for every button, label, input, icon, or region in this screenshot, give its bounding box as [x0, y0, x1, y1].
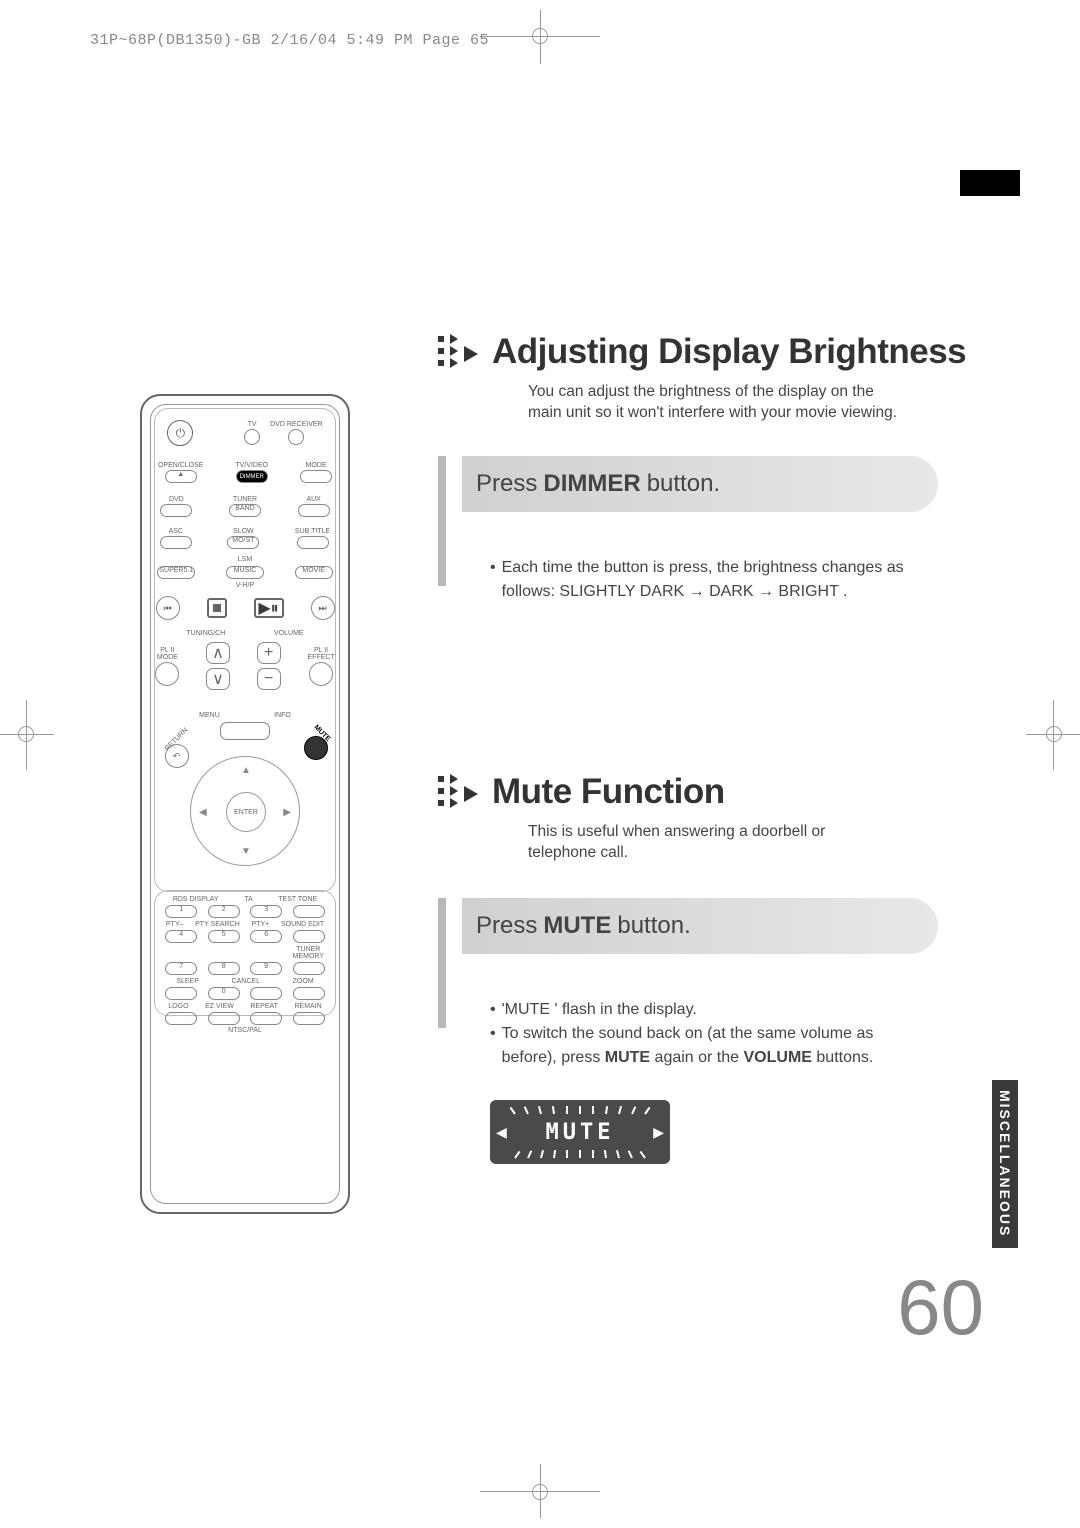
step-text: button.: [647, 470, 720, 498]
section-heading: Mute Function: [438, 772, 725, 812]
step-text: Press: [476, 912, 537, 940]
section-heading: Adjusting Display Brightness: [438, 332, 966, 372]
play-pause-icon: ▶⏸: [254, 598, 284, 618]
step-text: Press: [476, 470, 537, 498]
page-tab-marker: [960, 170, 1020, 196]
remote-label: SLEEP: [176, 978, 199, 985]
step-bar: Press DIMMER button.: [438, 456, 938, 526]
power-icon: ⏻: [167, 420, 193, 446]
remote-label: PTY SEARCH: [195, 921, 240, 928]
dimmer-button-highlight: DIMMER: [236, 470, 268, 483]
remote-label: SUB TITLE: [295, 528, 330, 535]
reg-mark: [532, 1484, 548, 1500]
step-bold: MUTE: [543, 912, 611, 940]
dpad-icon: ENTER ▲ ▼ ◀ ▶: [190, 756, 300, 866]
remote-label: PTY+: [252, 921, 270, 928]
remote-label: AUX: [306, 496, 320, 503]
remote-label: TUNING/CH: [186, 630, 225, 637]
remote-label: LOGO: [168, 1003, 188, 1010]
remote-label: PL II MODE: [157, 647, 178, 661]
display-text: MUTE: [546, 1120, 615, 1145]
remote-label: REMAIN: [294, 1003, 321, 1010]
reg-mark: [1046, 726, 1062, 742]
remote-label: PTY–: [166, 921, 184, 928]
remote-label: MENU: [199, 712, 220, 719]
section-arrow-icon: [438, 334, 482, 370]
section-desc: This is useful when answering a doorbell…: [528, 822, 825, 864]
remote-label: OPEN/CLOSE: [158, 462, 204, 469]
bullet-text: •Each time the button is press, the brig…: [490, 556, 904, 604]
prev-icon: ⏮: [156, 596, 180, 620]
remote-label: TUNER MEMORY: [293, 946, 324, 960]
reg-mark: [18, 726, 34, 742]
section-arrow-icon: [438, 774, 482, 810]
mute-display-graphic: ◀ MUTE ▶: [490, 1100, 670, 1164]
remote-label: RDS DISPLAY: [173, 896, 219, 903]
section-desc: You can adjust the brightness of the dis…: [528, 382, 897, 424]
remote-label: TA: [244, 896, 252, 903]
remote-label: SOUND EDIT: [281, 921, 324, 928]
remote-label: TEST TONE: [278, 896, 317, 903]
crop-header-text: 31P~68P(DB1350)-GB 2/16/04 5:49 PM Page …: [90, 32, 489, 49]
remote-label: ZOOM: [293, 978, 314, 985]
remote-label: CANCEL: [232, 978, 260, 985]
reg-mark: [532, 28, 548, 44]
remote-label: REPEAT: [250, 1003, 278, 1010]
step-bar: Press MUTE button.: [438, 898, 938, 968]
next-icon: ⏭: [311, 596, 335, 620]
remote-label: VOLUME: [274, 630, 304, 637]
remote-label: TV/VIDEO: [235, 462, 268, 469]
remote-label: PL II EFFECT: [307, 647, 334, 661]
remote-label: MODE: [306, 462, 327, 469]
remote-label: DVD RECEIVER: [270, 421, 323, 428]
remote-label: EZ VIEW: [205, 1003, 234, 1010]
remote-label: NTSC/PAL: [228, 1027, 262, 1034]
step-text: button.: [617, 912, 690, 940]
remote-label: TV: [248, 421, 257, 428]
remote-label: V-H/P: [236, 582, 254, 589]
step-bold: DIMMER: [543, 470, 640, 498]
remote-label: DVD: [169, 496, 184, 503]
remote-illustration: ⏻ TV DVD RECEIVER OPEN/CLOSE▲ TV/VIDEODI…: [140, 394, 350, 1214]
remote-label: ASC: [169, 528, 183, 535]
remote-label: INFO: [274, 712, 291, 719]
section-title: Adjusting Display Brightness: [492, 332, 966, 372]
page-number: 60: [897, 1262, 984, 1353]
stop-icon: [207, 598, 227, 618]
category-tab: MISCELLANEOUS: [992, 1080, 1018, 1248]
remote-label: LSM: [238, 556, 252, 563]
bullet-text: •'MUTE ' flash in the display. •To switc…: [490, 998, 873, 1070]
remote-label: SLOW: [233, 528, 254, 535]
section-title: Mute Function: [492, 772, 725, 812]
remote-label: TUNER: [233, 496, 257, 503]
enter-button: ENTER: [226, 792, 266, 832]
